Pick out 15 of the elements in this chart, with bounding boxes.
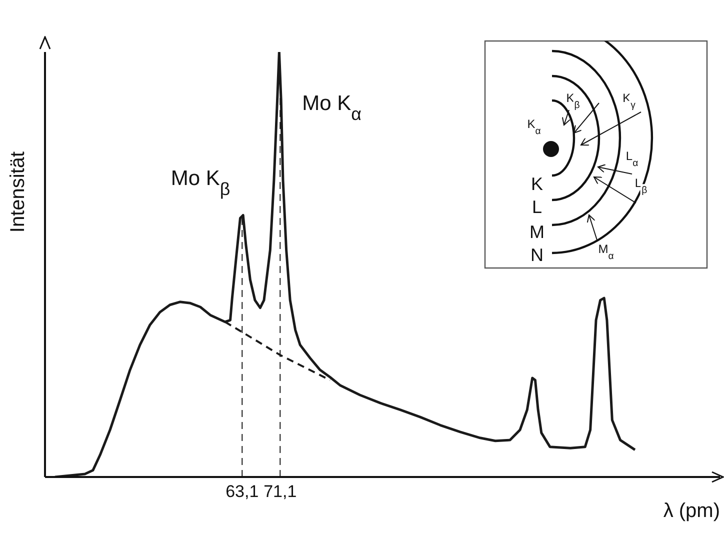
annotation: K — [530, 174, 544, 194]
annotation: L — [532, 197, 542, 217]
annotation: M — [530, 222, 544, 242]
annotation: L$_{β}$ — [634, 176, 648, 196]
x-tick-label: 71,1 — [264, 482, 297, 502]
annotation: L$_{α}$ — [626, 149, 639, 168]
annotation: Mo K$_{β}$ — [170, 167, 230, 200]
annotation: Mo K$_{α}$ — [302, 92, 362, 124]
annotation: M$_{α}$ — [598, 242, 614, 262]
x-axis-title: λ (pm) — [663, 500, 720, 522]
y-axis-title: Intensität — [7, 150, 29, 233]
annotation: N — [530, 245, 544, 265]
x-tick-label: 63,1 — [226, 482, 259, 502]
annotation: K$_{α}$ — [527, 117, 542, 136]
annotation: K$_{β}$ — [566, 91, 580, 110]
